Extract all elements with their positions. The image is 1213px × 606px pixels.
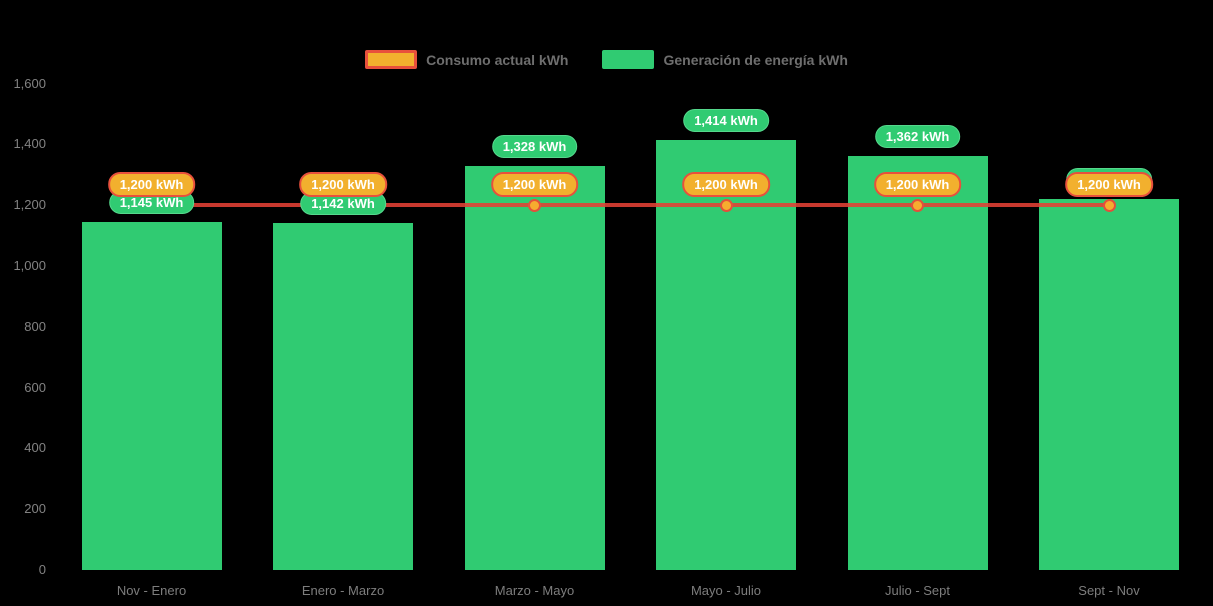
y-tick-label: 200 [24, 501, 46, 517]
consumption-swatch-icon [365, 50, 418, 69]
consumption-value-label[interactable]: 1,200 kWh [873, 172, 962, 197]
y-tick-label: 1,600 [13, 75, 46, 91]
consumption-line [151, 203, 343, 208]
generation-value-label[interactable]: 1,328 kWh [491, 135, 578, 159]
legend: Consumo actual kWh Generación de energía… [0, 50, 1213, 69]
consumption-value-label[interactable]: 1,200 kWh [1065, 172, 1153, 197]
consumption-line [726, 203, 918, 208]
generation-bar[interactable] [273, 222, 413, 570]
x-category-label: Enero - Marzo [301, 583, 385, 598]
x-category-label: Mayo - Julio [690, 583, 762, 598]
legend-label-generation: Generación de energía kWh [663, 51, 848, 68]
generation-value-label[interactable]: 1,362 kWh [874, 124, 961, 148]
y-tick-label: 1,000 [13, 257, 46, 273]
consumption-value-label[interactable]: 1,200 kWh [107, 172, 196, 197]
generation-bar[interactable] [847, 155, 988, 570]
consumption-value-label[interactable]: 1,200 kWh [682, 172, 770, 197]
generation-value-label[interactable]: 1,414 kWh [683, 109, 769, 133]
consumption-value-label[interactable]: 1,200 kWh [490, 172, 579, 197]
x-category-label: Sept - Nov [1078, 583, 1140, 598]
consumption-point-marker[interactable] [719, 198, 733, 212]
legend-item-generation[interactable]: Generación de energía kWh [602, 50, 848, 69]
consumption-line [534, 203, 726, 208]
consumption-line [917, 203, 1109, 208]
y-tick-label: 400 [24, 440, 46, 456]
consumption-point-marker[interactable] [528, 198, 541, 212]
x-category-label: Nov - Enero [116, 583, 187, 598]
generation-bar[interactable] [1039, 199, 1179, 570]
generation-bar[interactable] [81, 221, 222, 570]
y-tick-label: 800 [24, 318, 46, 334]
consumption-value-label[interactable]: 1,200 kWh [299, 172, 387, 197]
generation-bar[interactable] [656, 140, 796, 570]
y-tick-label: 1,200 [13, 197, 46, 213]
x-category-label: Julio - Sept [884, 583, 951, 598]
generation-value-label[interactable]: 1,142 kWh [300, 191, 386, 215]
consumption-point-marker[interactable] [911, 198, 924, 212]
consumption-line [343, 203, 535, 208]
consumption-point-marker[interactable] [1102, 198, 1116, 212]
x-category-label: Marzo - Mayo [494, 583, 575, 598]
generation-swatch-icon [602, 50, 655, 69]
legend-label-consumption: Consumo actual kWh [426, 51, 569, 68]
y-tick-label: 0 [38, 562, 46, 577]
y-tick-label: 600 [24, 379, 46, 395]
generation-bar[interactable] [464, 166, 605, 570]
legend-item-consumption[interactable]: Consumo actual kWh [365, 50, 568, 69]
y-tick-label: 1,400 [13, 136, 46, 152]
